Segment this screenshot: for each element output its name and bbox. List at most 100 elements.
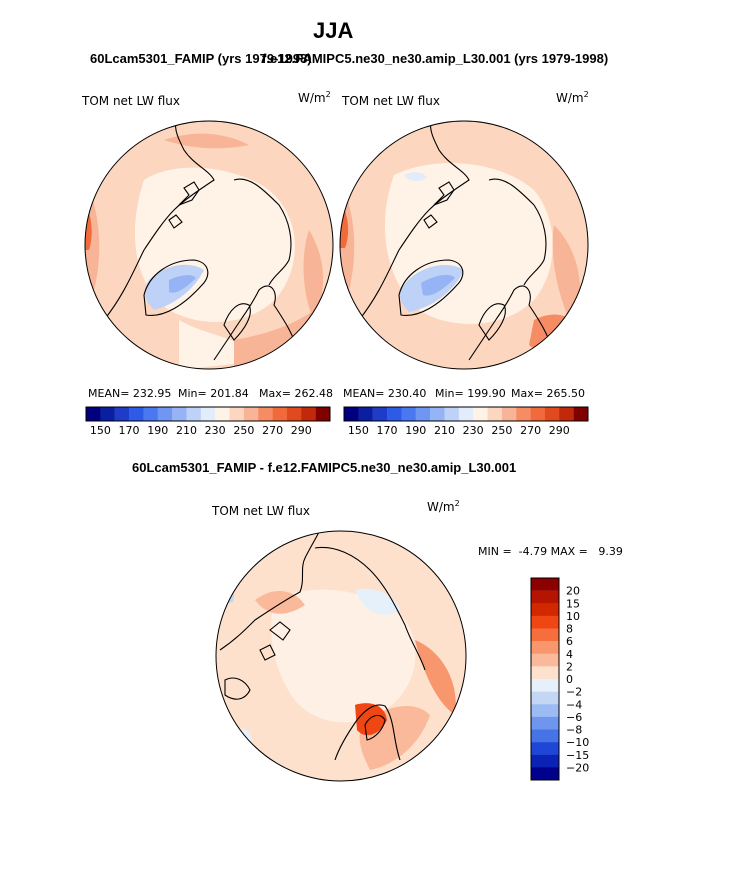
map-outline <box>339 120 589 370</box>
field-pale-region <box>271 589 416 723</box>
colorbar-swatch <box>531 729 559 743</box>
colorbar-swatch <box>487 407 503 421</box>
difference-polar-map <box>215 530 467 782</box>
coastline-europe <box>213 285 300 361</box>
colorbar-swatch <box>301 407 316 421</box>
map-outline <box>215 530 467 782</box>
colorbar-tick-label: 10 <box>566 610 580 623</box>
field-blue-west <box>219 583 235 603</box>
field-blue-north <box>355 588 400 615</box>
field-salmon-north <box>164 133 249 149</box>
colorbar-tick-label: −2 <box>566 686 582 699</box>
colorbar-swatch <box>531 754 559 768</box>
colorbar-swatch <box>531 704 559 718</box>
colorbar-tick-label: 0 <box>566 673 573 686</box>
field-salmon-region <box>255 590 430 770</box>
colorbar-swatch <box>531 716 559 730</box>
colorbar-tick-label: −20 <box>566 761 589 774</box>
colorbar-swatch <box>215 407 230 421</box>
right-variable-label: TOM net LW flux <box>342 94 440 108</box>
coastline-canada <box>219 531 320 651</box>
colorbar-swatch <box>573 407 589 421</box>
right-colorbar: 150 170 190 210 230 250 270 290 <box>343 406 589 437</box>
colorbar-swatch <box>286 407 302 421</box>
field-blue-greenland-core <box>421 274 455 296</box>
left-colorbar: 150 170 190 210 230 250 270 290 <box>85 406 331 437</box>
colorbar-swatch <box>516 407 531 421</box>
coastline-scandinavia <box>478 303 506 341</box>
colorbar-swatch <box>358 407 373 421</box>
colorbar-swatch <box>401 407 416 421</box>
colorbar-outline <box>530 577 560 781</box>
coastline-archipelago <box>259 621 291 661</box>
coastlines <box>103 121 300 361</box>
colorbar-swatch <box>531 742 559 755</box>
left-mean-stat: MEAN= 232.95 <box>88 387 172 400</box>
colorbar-swatch <box>157 407 173 421</box>
colorbar-swatch <box>531 590 559 604</box>
colorbar-swatch <box>243 407 259 421</box>
coastline-canada <box>103 121 215 321</box>
colorbar-tick-label: 290 <box>549 424 570 437</box>
colorbar-swatch <box>473 407 488 421</box>
colorbar-swatch <box>258 407 273 421</box>
colorbar-swatch <box>531 767 559 781</box>
colorbar-tick-label: 190 <box>147 424 168 437</box>
colorbar-tick-label: 150 <box>348 424 369 437</box>
colorbar-tick-label: 15 <box>566 597 580 610</box>
colorbar-tick-label: 270 <box>520 424 541 437</box>
coastline-canada <box>358 121 470 321</box>
colorbar-swatch <box>531 578 559 591</box>
colorbar-swatch <box>530 407 546 421</box>
colorbar-swatch <box>531 615 559 629</box>
coastline-alaska <box>224 677 251 700</box>
diff-units-label: W/m2 <box>427 499 460 514</box>
colorbar-swatch <box>129 407 144 421</box>
right-min-stat: Min= 199.90 <box>435 387 506 400</box>
colorbar-tick-label: 230 <box>205 424 226 437</box>
colorbar-swatch <box>531 653 559 667</box>
field-salmon-southeast <box>234 310 314 369</box>
colorbar-tick-label: −10 <box>566 736 589 749</box>
left-variable-label: TOM net LW flux <box>82 94 180 108</box>
colorbar-tick-label: 270 <box>262 424 283 437</box>
diff-minmax-label: MIN = -4.79 MAX = 9.39 <box>478 545 623 558</box>
colorbar-tick-label: 170 <box>119 424 140 437</box>
colorbar-outline <box>85 406 331 422</box>
colorbar-tick-label: 250 <box>491 424 512 437</box>
colorbar-swatch <box>114 407 130 421</box>
colorbar-tick-label: 150 <box>90 424 111 437</box>
colorbar-swatch <box>531 679 559 692</box>
right-max-stat: Max= 265.50 <box>511 387 585 400</box>
left-max-stat: Max= 262.48 <box>259 387 333 400</box>
field-red-southeast <box>529 314 574 349</box>
right-plot-title: f.e12.FAMIPC5.ne30_ne30.amip_L30.001 (yr… <box>262 51 609 66</box>
coastlines <box>358 121 555 361</box>
coastline-greenland <box>398 259 464 316</box>
left-units-label: W/m2 <box>298 90 331 105</box>
colorbar-swatch <box>415 407 431 421</box>
left-plot-title: 60Lcam5301_FAMIP (yrs 1979-1998) <box>90 51 312 66</box>
colorbar-swatch <box>444 407 460 421</box>
field-blue-greenland-core <box>169 275 196 293</box>
colorbar-swatch <box>315 407 331 421</box>
colorbar-swatch <box>531 691 559 705</box>
coastline-archipelago <box>168 181 200 229</box>
colorbar-swatch <box>501 407 517 421</box>
field-salmon-east <box>415 640 456 715</box>
coastline-scandinavia <box>364 714 386 741</box>
coastlines <box>219 531 426 761</box>
diff-variable-label: TOM net LW flux <box>212 504 310 518</box>
colorbar-tick-label: 210 <box>434 424 455 437</box>
colorbar-swatch <box>200 407 216 421</box>
colorbar-swatch <box>430 407 445 421</box>
colorbar-tick-label: 6 <box>566 635 573 648</box>
field-salmon-east <box>303 230 324 320</box>
colorbar-tick-label: −8 <box>566 724 582 737</box>
colorbar-swatch <box>86 407 101 421</box>
left-min-stat: Min= 201.84 <box>178 387 249 400</box>
left-polar-map <box>84 120 334 370</box>
coastline-scandinavia <box>223 303 251 341</box>
colorbar-swatch <box>531 666 559 680</box>
